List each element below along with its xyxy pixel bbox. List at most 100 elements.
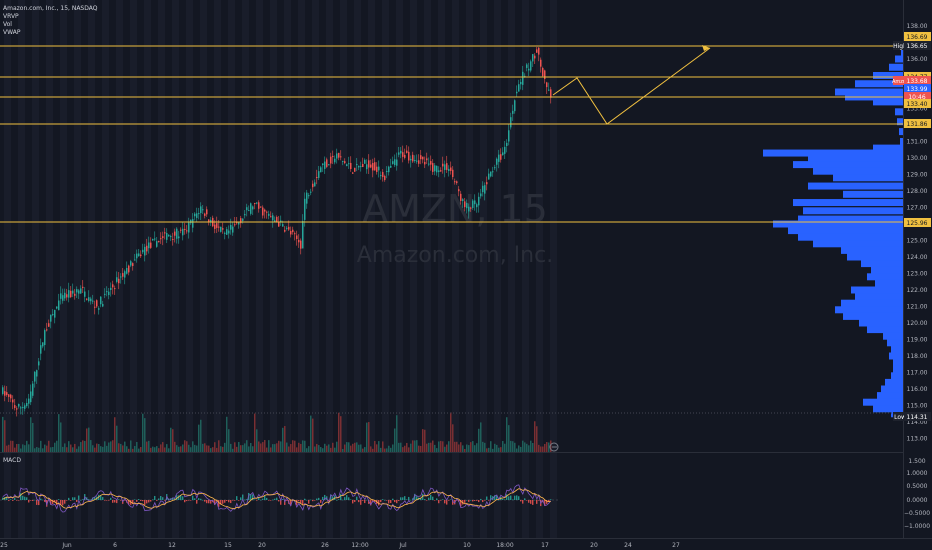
watermark-symbol: AMZN, 15 [362, 187, 548, 231]
macd-histogram-bar [506, 494, 508, 500]
candle-body [448, 168, 450, 172]
price-tick-label: 136.00 [907, 56, 928, 63]
volume-bar [408, 447, 410, 452]
candle-body [466, 202, 468, 209]
macd-histogram-bar [240, 497, 242, 500]
macd-histogram-bar [262, 498, 264, 500]
macd-histogram-bar [38, 500, 40, 506]
candle-body [154, 238, 156, 240]
candle-body [130, 261, 132, 266]
candle-body [148, 242, 150, 249]
projection-path[interactable] [552, 47, 711, 125]
candle-body [410, 158, 412, 161]
candle-body [26, 402, 28, 407]
macd-histogram-bar [148, 500, 150, 503]
candle-body [228, 230, 230, 234]
macd-histogram-bar [244, 499, 246, 501]
profile-bar [895, 55, 903, 63]
price-candles [2, 47, 552, 417]
macd-line [2, 484, 552, 513]
macd-histogram-bar [280, 500, 282, 505]
profile-bar [841, 299, 903, 307]
indicator-vrvp[interactable]: VRVP [3, 13, 19, 20]
macd-histogram-bar [320, 500, 322, 503]
session-band [312, 0, 319, 538]
profile-bar [901, 48, 903, 56]
profile-bar [871, 266, 903, 274]
volume-bar [206, 445, 208, 452]
volume-bar [334, 447, 336, 452]
macd-tick-label: 0.5000 [907, 483, 928, 490]
volume-bar [182, 444, 184, 452]
volume-bar [380, 447, 382, 452]
horizontal-levels[interactable] [0, 45, 903, 414]
candle-body [128, 265, 130, 273]
candle-body [252, 206, 254, 210]
session-band [186, 0, 193, 538]
candle-body [338, 152, 340, 158]
volume-bar [294, 440, 296, 452]
volume-bar [268, 440, 270, 452]
volume-bar [52, 446, 54, 452]
macd-histogram-bar [66, 500, 68, 501]
time-axis[interactable]: 25 Jun 6 12 15 20 26 12:00 Jul 10 18:00 17 20 24 27 [0, 542, 680, 549]
macd-histogram-bar [136, 500, 138, 502]
volume-bar [314, 446, 316, 452]
macd-histogram-bar [88, 499, 90, 500]
indicator-vwap[interactable]: VWAP [3, 29, 21, 36]
volume-bar [262, 442, 264, 452]
candle-body [408, 151, 410, 161]
candle-body [88, 297, 90, 302]
macd-histogram-bar [470, 499, 472, 501]
volume-bar [428, 442, 430, 452]
volume-bar [88, 427, 90, 452]
profile-bar [887, 339, 903, 347]
volume-bar [364, 447, 366, 452]
volume-bar [368, 422, 370, 452]
macd-axis[interactable]: 1.0000 0.5000 0.0000 −0.5000 −1.0000 1.500 [904, 458, 930, 530]
scroll-realtime-button[interactable] [549, 442, 559, 452]
profile-bar [895, 108, 903, 116]
volume-bar [412, 440, 414, 452]
volume-bar [286, 442, 288, 452]
price-tick-label: 120.00 [907, 320, 928, 327]
volume-bar [318, 445, 320, 452]
macd-histogram-bar [348, 497, 350, 500]
candle-body [72, 290, 74, 294]
candle-body [66, 294, 68, 298]
volume-bar [48, 440, 50, 452]
volume-bar [160, 444, 162, 452]
time-tick-label: 15 [224, 542, 232, 549]
volume-bar [166, 444, 168, 452]
macd-tick-label: −0.5000 [904, 510, 930, 517]
macd-histogram-bar [416, 496, 418, 500]
session-band [18, 0, 25, 538]
volume-bar [104, 441, 106, 452]
indicator-vol[interactable]: Vol [3, 21, 12, 28]
session-band [256, 0, 263, 538]
candle-body [58, 300, 60, 311]
candle-body [96, 300, 98, 307]
macd-histogram-bar [420, 497, 422, 500]
macd-histogram-bar [236, 496, 238, 500]
volume-bar [230, 443, 232, 452]
candle-body [118, 278, 120, 284]
candle-body [94, 306, 96, 308]
profile-bar [867, 273, 903, 281]
volume-bar [322, 448, 324, 452]
macd-label[interactable]: MACD [3, 457, 21, 464]
macd-histogram-bar [222, 500, 224, 504]
macd-histogram-bar [392, 498, 394, 500]
volume-bar [162, 442, 164, 452]
volume-bar [96, 443, 98, 452]
candle-body [280, 220, 282, 222]
volume-bar [236, 446, 238, 452]
candle-body [316, 176, 318, 178]
volume-bar [242, 445, 244, 452]
macd-histogram-bar [344, 497, 346, 500]
volume-bar [86, 428, 88, 452]
profile-bar [833, 174, 903, 182]
arrow-right-icon[interactable] [549, 442, 559, 452]
